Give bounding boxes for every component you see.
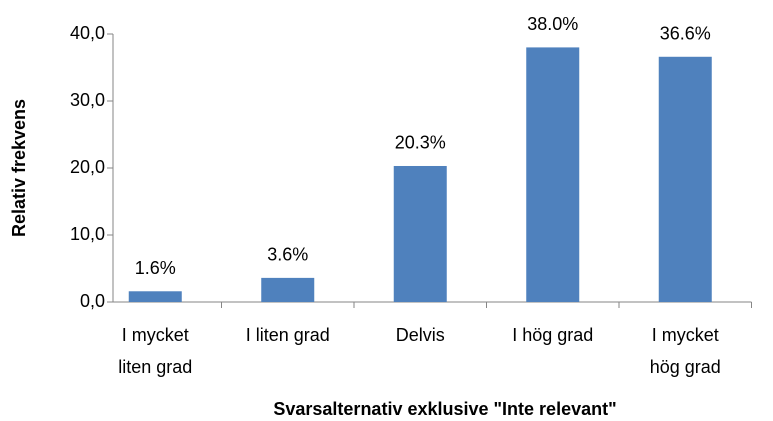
y-tick-label: 30,0 [70, 90, 105, 110]
y-axis-title: Relativ frekvens [9, 99, 29, 237]
x-axis-title: Svarsalternativ exklusive "Inte relevant… [273, 399, 616, 419]
x-tick-label: Delvis [396, 325, 445, 345]
bar [261, 277, 315, 302]
y-tick-label: 0,0 [80, 291, 105, 311]
x-tick-label: I liten grad [246, 325, 330, 345]
x-tick-label: I mycket hög grad [650, 325, 721, 377]
y-tick-label: 20,0 [70, 157, 105, 177]
data-label: 1.6% [135, 258, 176, 278]
data-label: 3.6% [267, 245, 308, 265]
y-tick-label: 40,0 [70, 23, 105, 43]
x-tick-label: I mycket liten grad [118, 325, 192, 377]
bar [658, 56, 712, 302]
y-tick-label: 10,0 [70, 224, 105, 244]
data-label: 36.6% [660, 24, 711, 44]
bar [128, 291, 182, 302]
bar [526, 47, 580, 303]
x-tick-label: I hög grad [512, 325, 593, 345]
data-label: 38.0% [527, 14, 578, 34]
bar [393, 165, 447, 302]
data-label: 20.3% [395, 133, 446, 153]
